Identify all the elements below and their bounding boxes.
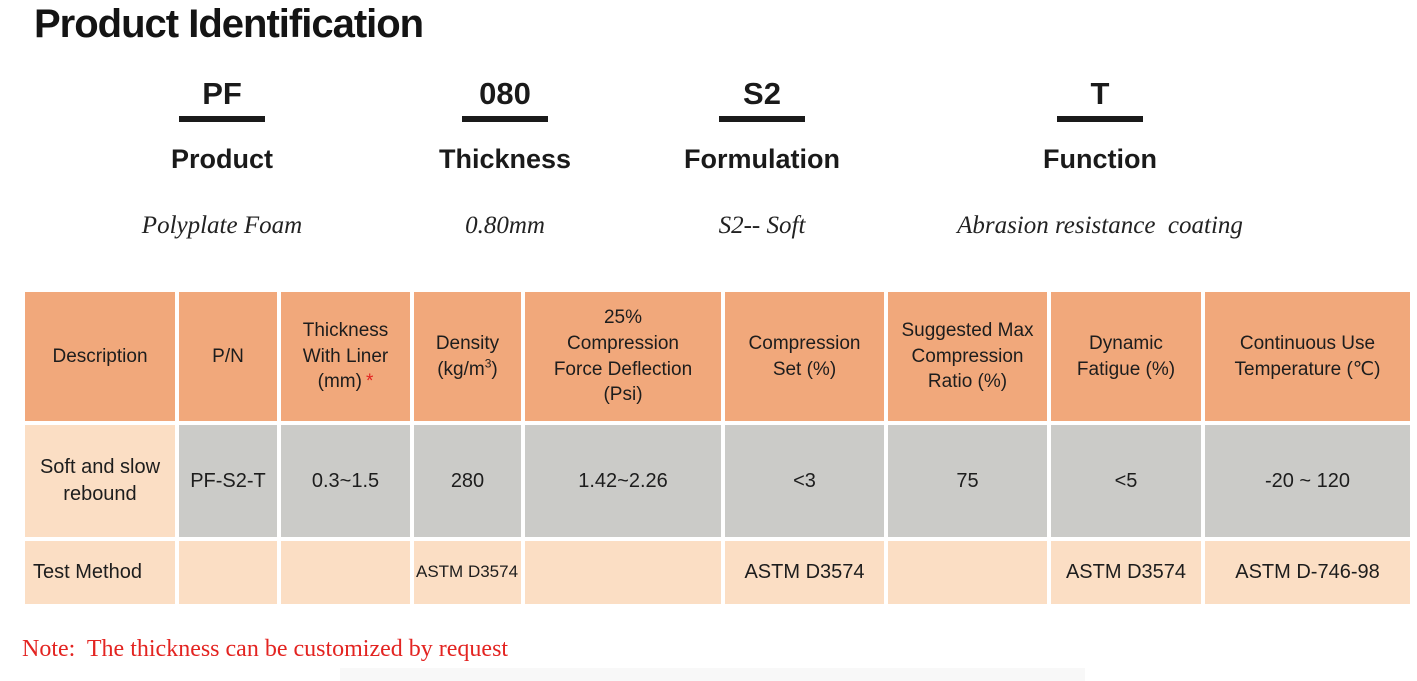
code-label: Thickness — [438, 144, 572, 174]
code-column-formulation: S2 Formulation S2-- Soft — [592, 78, 932, 238]
header-text-post: ) — [491, 358, 498, 380]
header-cell-dynamic-fatigue: Dynamic Fatigue (%) — [1051, 292, 1201, 421]
code-description: Abrasion resistance coating — [957, 212, 1243, 239]
code-underline — [1057, 116, 1143, 122]
header-text: Description — [52, 345, 148, 367]
code-value: PF — [202, 76, 242, 111]
data-cell-temperature: -20 ~ 120 — [1205, 425, 1410, 537]
data-cell-thickness: 0.3~1.5 — [281, 425, 410, 537]
code-underline — [462, 116, 548, 122]
header-text: Compression Set (%) — [748, 332, 861, 380]
header-text-main: Thickness With Liner (mm) — [302, 320, 389, 393]
bottom-partial-strip — [340, 668, 1085, 681]
header-text: Density (kg/m3) — [436, 331, 499, 382]
data-cell-density: 280 — [414, 425, 521, 537]
header-text: Dynamic Fatigue (%) — [1076, 332, 1176, 380]
code-value: S2 — [743, 76, 781, 111]
code-label: Product — [170, 144, 273, 174]
code-description: S2-- Soft — [718, 212, 806, 239]
test-method-cell-dynamic-fatigue: ASTM D3574 — [1051, 541, 1201, 604]
header-cell-density: Density (kg/m3) — [414, 292, 521, 421]
code-description: Polyplate Foam — [141, 212, 303, 239]
test-method-cell-thickness — [281, 541, 410, 604]
data-cell-dynamic-fatigue: <5 — [1051, 425, 1201, 537]
data-cell-cfd: 1.42~2.26 — [525, 425, 721, 537]
superscript: 3 — [484, 356, 492, 371]
header-cell-thickness-with-liner: Thickness With Liner (mm) * — [281, 292, 410, 421]
code-label: Function — [1043, 144, 1157, 174]
code-column-thickness: 080 Thickness 0.80mm — [335, 78, 675, 238]
header-text: Thickness With Liner (mm) * — [303, 318, 389, 395]
code-underline — [719, 116, 805, 122]
test-method-cell-cfd — [525, 541, 721, 604]
data-cell-pn: PF-S2-T — [179, 425, 277, 537]
data-cell-compression-set: <3 — [725, 425, 884, 537]
code-value: T — [1090, 76, 1110, 111]
header-cell-compression-force-deflection: 25% Compression Force Deflection (Psi) — [525, 292, 721, 421]
test-method-cell-max-compression-ratio — [888, 541, 1047, 604]
header-text: P/N — [212, 345, 244, 367]
header-cell-continuous-use-temperature: Continuous Use Temperature (℃) — [1205, 292, 1410, 421]
data-cell-description: Soft and slow rebound — [25, 425, 175, 537]
code-description: 0.80mm — [465, 212, 545, 239]
header-cell-compression-set: Compression Set (%) — [725, 292, 884, 421]
header-text-main: Density (kg/m — [435, 332, 500, 380]
header-text: Suggested Max Compression Ratio (%) — [901, 320, 1034, 393]
header-cell-description: Description — [25, 292, 175, 421]
test-method-label-cell: Test Method — [25, 541, 175, 604]
code-column-product: PF Product Polyplate Foam — [52, 78, 392, 238]
header-text: 25% Compression Force Deflection (Psi) — [553, 307, 693, 406]
header-cell-pn: P/N — [179, 292, 277, 421]
code-column-function: T Function Abrasion resistance coating — [930, 78, 1270, 238]
page-title: Product Identification — [34, 2, 424, 46]
customization-note: Note: The thickness can be customized by… — [22, 636, 509, 662]
header-cell-suggested-max-compression-ratio: Suggested Max Compression Ratio (%) — [888, 292, 1047, 421]
test-method-cell-temperature: ASTM D-746-98 — [1205, 541, 1410, 604]
spec-table: Description P/N Thickness With Liner (mm… — [25, 292, 1410, 604]
code-value: 080 — [479, 76, 531, 111]
code-underline — [179, 116, 265, 122]
data-cell-max-compression-ratio: 75 — [888, 425, 1047, 537]
test-method-cell-pn — [179, 541, 277, 604]
test-method-cell-density: ASTM D3574 — [414, 541, 521, 604]
header-text: Continuous Use Temperature (℃) — [1234, 332, 1381, 380]
test-method-cell-compression-set: ASTM D3574 — [725, 541, 884, 604]
code-label: Formulation — [684, 144, 840, 174]
required-asterisk: * — [365, 371, 374, 393]
